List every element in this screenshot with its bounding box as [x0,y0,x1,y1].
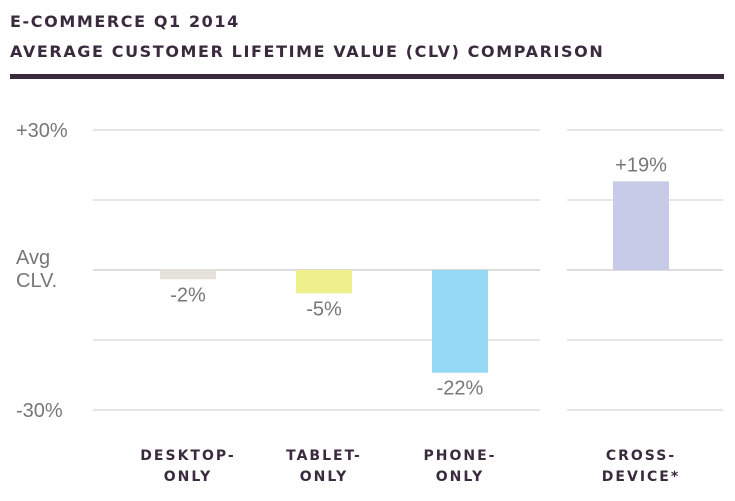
y-tick-label: +30% [16,120,68,142]
y-tick-label: CLV. [16,270,57,292]
category-label: PHONE- [424,448,497,464]
chart-title-line-2: AVERAGE CUSTOMER LIFETIME VALUE (CLV) CO… [10,42,605,61]
category-label: CROSS- [606,448,676,464]
category-label: ONLY [436,469,485,485]
category-label: DEVICE* [602,469,680,485]
category-label: ONLY [164,469,213,485]
title-rule [10,74,724,79]
value-label: -5% [306,298,342,320]
value-label: -22% [437,378,484,400]
bar-cross-device [613,181,669,270]
category-label: TABLET- [286,448,362,464]
y-tick-label: -30% [16,400,63,422]
chart-title-line-1: E-COMMERCE Q1 2014 [10,12,240,31]
value-label: -2% [170,284,206,306]
bar-phone-only [432,270,488,373]
category-label: ONLY [300,469,349,485]
y-tick-label: Avg [16,247,50,269]
bar-desktop-only [160,270,216,280]
category-label: DESKTOP- [140,448,235,464]
value-label: +19% [615,154,667,176]
bar-tablet-only [296,270,352,294]
